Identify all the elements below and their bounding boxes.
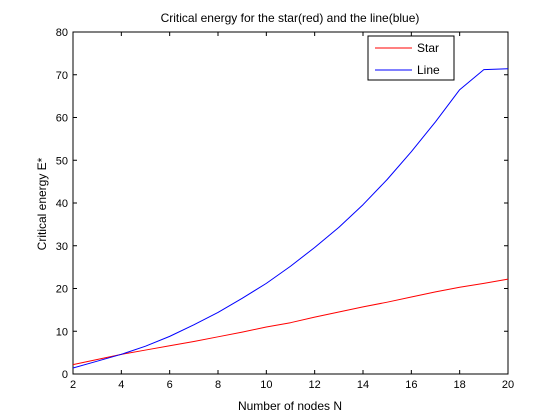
y-tick-label: 70 [56, 70, 68, 82]
y-axis-label: Critical energy E* [35, 157, 49, 250]
x-tick-label: 20 [502, 379, 514, 391]
x-tick-label: 16 [405, 379, 417, 391]
x-tick-label: 18 [454, 379, 466, 391]
legend-label-star: Star [417, 41, 439, 55]
x-axis-ticks: 2 4 6 8 10 12 14 16 18 20 [70, 32, 514, 391]
x-tick-label: 2 [70, 379, 76, 391]
series-line-line [72, 68, 509, 369]
y-tick-label: 80 [56, 27, 68, 39]
series-line-star [72, 278, 509, 366]
legend-box [367, 35, 455, 81]
y-tick-label: 30 [56, 241, 68, 253]
series-lines [72, 68, 509, 369]
chart-title: Critical energy for the star(red) and th… [161, 11, 420, 25]
y-tick-label: 50 [56, 155, 68, 167]
legend-label-line: Line [417, 63, 440, 77]
x-tick-label: 10 [260, 379, 272, 391]
y-tick-label: 20 [56, 284, 68, 296]
x-tick-label: 14 [357, 379, 369, 391]
x-tick-label: 8 [215, 379, 221, 391]
x-tick-label: 12 [309, 379, 321, 391]
x-axis-label: Number of nodes N [238, 399, 342, 413]
y-tick-label: 0 [62, 369, 68, 381]
y-tick-label: 40 [56, 198, 68, 210]
y-tick-label: 10 [56, 326, 68, 338]
y-axis-ticks: 0 10 20 30 40 50 60 70 80 [56, 27, 508, 381]
y-tick-label: 60 [56, 113, 68, 125]
legend: Star Line [367, 35, 455, 81]
x-tick-label: 4 [118, 379, 124, 391]
x-tick-label: 6 [167, 379, 173, 391]
